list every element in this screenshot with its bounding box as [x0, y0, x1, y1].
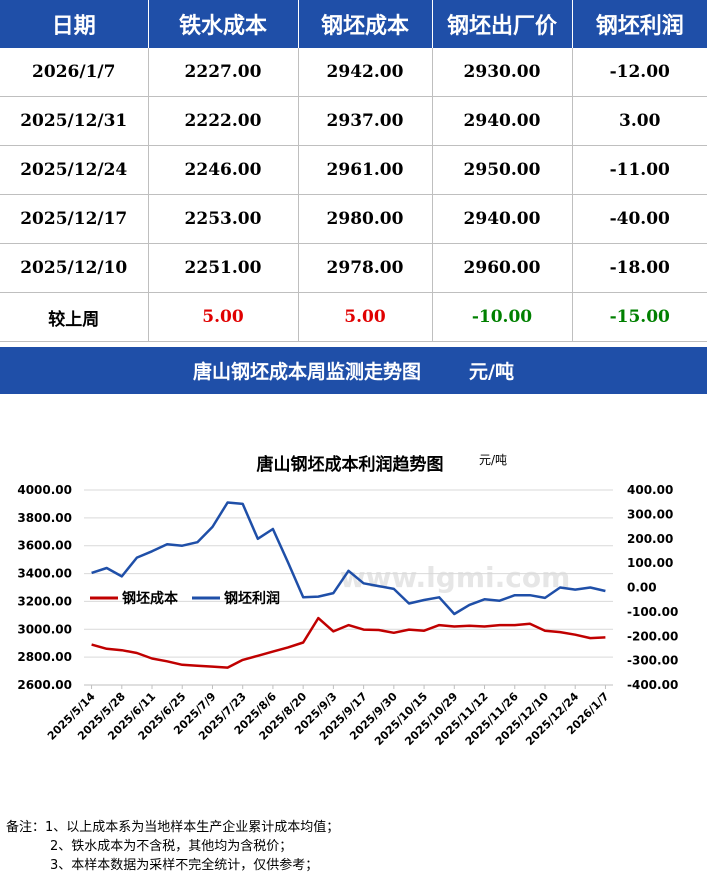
cost-table: 日期 铁水成本 钢坯成本 钢坯出厂价 钢坯利润 2026/1/7 2227.00… — [0, 0, 707, 342]
column-header: 铁水成本 — [148, 0, 299, 48]
table-row: 2025/12/17 2253.00 2980.00 2940.00 -40.0… — [0, 194, 707, 244]
billet-cost-cell: 2937.00 — [298, 96, 433, 146]
table-header-row: 日期 铁水成本 钢坯成本 钢坯出厂价 钢坯利润 — [0, 0, 707, 48]
iron-cost-cell: 2227.00 — [148, 48, 299, 97]
billet-cost-cell: 2980.00 — [298, 194, 433, 244]
billet-profit-cell: -18.00 — [572, 243, 707, 293]
billet-profit-cell: -40.00 — [572, 194, 707, 244]
legend-label: 钢坯成本 — [122, 590, 179, 607]
billet-profit-cell: 3.00 — [572, 96, 707, 146]
right-axis-tick-label: -100.00 — [627, 605, 678, 619]
table-row: 2025/12/10 2251.00 2978.00 2960.00 -18.0… — [0, 243, 707, 293]
billet-cost-cell: 2961.00 — [298, 145, 433, 195]
banner-unit: 元/吨 — [469, 361, 514, 383]
table-row: 2025/12/24 2246.00 2961.00 2950.00 -11.0… — [0, 145, 707, 195]
left-axis-tick-label: 2600.00 — [17, 678, 72, 692]
right-axis-tick-label: -300.00 — [627, 654, 678, 668]
date-cell: 2025/12/17 — [0, 194, 149, 244]
footnote-1: 备注：1、以上成本系为当地样本生产企业累计成本均值； — [6, 820, 340, 835]
billet-cost-cell: 2978.00 — [298, 243, 433, 293]
left-axis-tick-label: 4000.00 — [17, 483, 72, 497]
billet-price-cell: 2940.00 — [432, 194, 573, 244]
iron-cost-cell: 2251.00 — [148, 243, 299, 293]
footnote-3: 3、本样本数据为采样不完全统计，仅供参考； — [50, 858, 319, 873]
right-axis-tick-label: 0.00 — [627, 581, 657, 595]
left-axis-tick-label: 3800.00 — [17, 511, 72, 525]
date-cell: 2025/12/10 — [0, 243, 149, 293]
chart-title: 唐山钢坯成本利润趋势图 — [257, 454, 444, 475]
billet-profit-cell: -11.00 — [572, 145, 707, 195]
left-axis-tick-label: 3400.00 — [17, 567, 72, 581]
column-header: 钢坯出厂价 — [432, 0, 573, 48]
billet-price-cell: 2930.00 — [432, 48, 573, 97]
date-cell: 2026/1/7 — [0, 48, 149, 97]
right-axis-tick-label: 400.00 — [627, 483, 673, 497]
left-axis-tick-label: 3200.00 — [17, 594, 72, 608]
column-header: 钢坯利润 — [572, 0, 707, 48]
footnote-2: 2、铁水成本为不含税，其他均为含税价； — [50, 839, 293, 854]
billet-price-cell: 2960.00 — [432, 243, 573, 293]
banner-title: 唐山钢坯成本周监测走势图 — [193, 361, 422, 383]
right-axis-tick-label: 300.00 — [627, 507, 673, 521]
series-line-钢坯利润 — [91, 501, 606, 616]
footnotes: 备注：1、以上成本系为当地样本生产企业累计成本均值； 2、铁水成本为不含税，其他… — [6, 818, 339, 875]
weekly-change-row: 较上周 5.00 5.00 -10.00 -15.00 — [0, 292, 707, 342]
legend-label: 钢坯利润 — [224, 590, 280, 607]
column-header: 钢坯成本 — [298, 0, 433, 48]
billet-cost-change: 5.00 — [298, 292, 433, 342]
iron-cost-change: 5.00 — [148, 292, 299, 342]
date-cell: 2025/12/24 — [0, 145, 149, 195]
right-axis-tick-label: 200.00 — [627, 532, 673, 546]
billet-price-change: -10.00 — [432, 292, 573, 342]
iron-cost-cell: 2222.00 — [148, 96, 299, 146]
right-axis-tick-label: 100.00 — [627, 556, 673, 570]
iron-cost-cell: 2253.00 — [148, 194, 299, 244]
right-axis-unit: 元/吨 — [479, 453, 507, 467]
right-axis-tick-label: -400.00 — [627, 678, 678, 692]
table-row: 2025/12/31 2222.00 2937.00 2940.00 3.00 — [0, 96, 707, 146]
billet-profit-cell: -12.00 — [572, 48, 707, 97]
billet-price-cell: 2950.00 — [432, 145, 573, 195]
left-axis-tick-label: 3600.00 — [17, 539, 72, 553]
billet-price-cell: 2940.00 — [432, 96, 573, 146]
watermark: www.lgmi.com — [340, 561, 571, 594]
chart-banner: 唐山钢坯成本周监测走势图 元/吨 — [0, 347, 707, 394]
column-header: 日期 — [0, 0, 149, 48]
series-line-钢坯成本 — [91, 616, 606, 669]
iron-cost-cell: 2246.00 — [148, 145, 299, 195]
weekly-change-label: 较上周 — [0, 292, 149, 342]
billet-cost-cell: 2942.00 — [298, 48, 433, 97]
left-axis-tick-label: 3000.00 — [17, 622, 72, 636]
right-axis-tick-label: -200.00 — [627, 629, 678, 643]
left-axis-tick-label: 2800.00 — [17, 650, 72, 664]
trend-chart: www.lgmi.com 唐山钢坯成本利润趋势图 元/吨 2600.00 2800… — [17, 453, 678, 748]
billet-profit-change: -15.00 — [572, 292, 707, 342]
date-cell: 2025/12/31 — [0, 96, 149, 146]
table-row: 2026/1/7 2227.00 2942.00 2930.00 -12.00 — [0, 48, 707, 97]
